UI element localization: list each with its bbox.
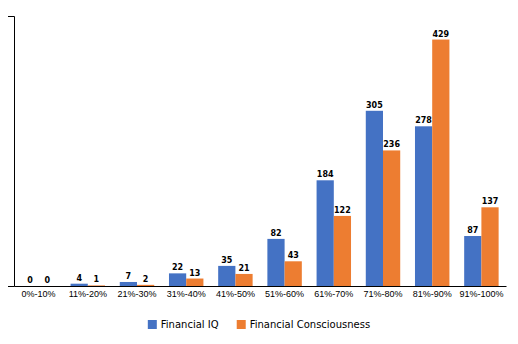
data-label: 13	[189, 269, 200, 278]
tick: 91%-100%	[459, 286, 503, 299]
bar	[218, 266, 235, 286]
bars	[71, 40, 499, 286]
tick: 0%-10%	[22, 286, 56, 299]
data-label: 87	[467, 226, 478, 235]
tick-label: 81%-90%	[413, 289, 452, 299]
bar	[21, 286, 38, 287]
legend-swatch	[237, 320, 246, 329]
tick-label: 11%-20%	[69, 289, 107, 299]
bar	[88, 285, 105, 286]
data-label: 4	[76, 274, 82, 283]
tick: 51%-60%	[265, 286, 304, 299]
data-label: 43	[288, 251, 299, 260]
tick-label: 61%-70%	[314, 289, 353, 299]
bar	[415, 126, 432, 286]
legend-item: Financial IQ	[148, 319, 219, 330]
bar	[137, 285, 154, 286]
tick: 61%-70%	[314, 286, 353, 299]
bar	[71, 284, 88, 286]
series	[71, 111, 482, 286]
tick-label: 91%-100%	[459, 289, 503, 299]
x-axis: 0%-10% 11%-20% 21%-30% 31%-40% 41%-50% 51%-60…	[15, 286, 507, 299]
bar	[366, 111, 383, 286]
tick: 81%-90%	[413, 286, 452, 299]
data-label: 0	[27, 276, 33, 285]
bar	[169, 273, 186, 286]
bar	[235, 274, 252, 286]
bar	[120, 282, 137, 286]
data-label: 21	[238, 264, 250, 273]
legend: Financial IQ Financial Consciousness	[148, 319, 370, 330]
series	[88, 40, 499, 286]
data-label: 2	[143, 275, 149, 284]
tick: 11%-20%	[69, 286, 107, 299]
tick-label: 0%-10%	[22, 289, 56, 299]
bar	[481, 207, 498, 286]
plot: 0%-10% 11%-20% 21%-30% 31%-40% 41%-50% 51%-60…	[8, 17, 507, 300]
tick-label: 21%-30%	[117, 289, 156, 299]
data-label: 137	[482, 197, 499, 206]
legend-label: Financial IQ	[161, 319, 219, 330]
data-label: 278	[415, 116, 432, 125]
bar	[186, 279, 203, 286]
data-label: 236	[383, 140, 400, 149]
bar	[267, 239, 284, 286]
tick: 31%-40%	[167, 286, 206, 299]
bar	[464, 236, 481, 286]
data-label: 35	[221, 256, 233, 265]
tick-label: 71%-80%	[363, 289, 402, 299]
data-label: 429	[432, 30, 449, 39]
bar	[285, 261, 302, 286]
tick: 41%-50%	[216, 286, 255, 299]
tick: 71%-80%	[363, 286, 402, 299]
tick-label: 51%-60%	[265, 289, 304, 299]
data-label: 184	[317, 170, 334, 179]
chart: 0%-10% 11%-20% 21%-30% 31%-40% 41%-50% 51%-60…	[0, 0, 518, 344]
bar	[334, 216, 351, 286]
legend-item: Financial Consciousness	[237, 319, 370, 330]
bar	[383, 150, 400, 286]
data-label: 7	[126, 272, 132, 281]
data-label: 1	[94, 275, 100, 284]
data-labels: 0 4 7 22 35 82 184 305 278 87 0 1 2 13 21 43 122 236 429 13…	[27, 30, 498, 285]
tick: 21%-30%	[117, 286, 156, 299]
data-label: 22	[172, 263, 183, 272]
bar	[39, 286, 56, 287]
data-label: 0	[44, 276, 50, 285]
legend-swatch	[148, 320, 157, 329]
tick-label: 41%-50%	[216, 289, 255, 299]
y-axis	[8, 17, 15, 287]
axis-line	[8, 17, 15, 287]
tick-label: 31%-40%	[167, 289, 206, 299]
legend-label: Financial Consciousness	[250, 319, 370, 330]
data-label: 82	[270, 229, 281, 238]
axis-line	[15, 286, 507, 287]
data-label: 305	[366, 101, 383, 110]
data-label: 122	[334, 206, 351, 215]
bar	[432, 40, 449, 286]
bar	[317, 180, 334, 286]
